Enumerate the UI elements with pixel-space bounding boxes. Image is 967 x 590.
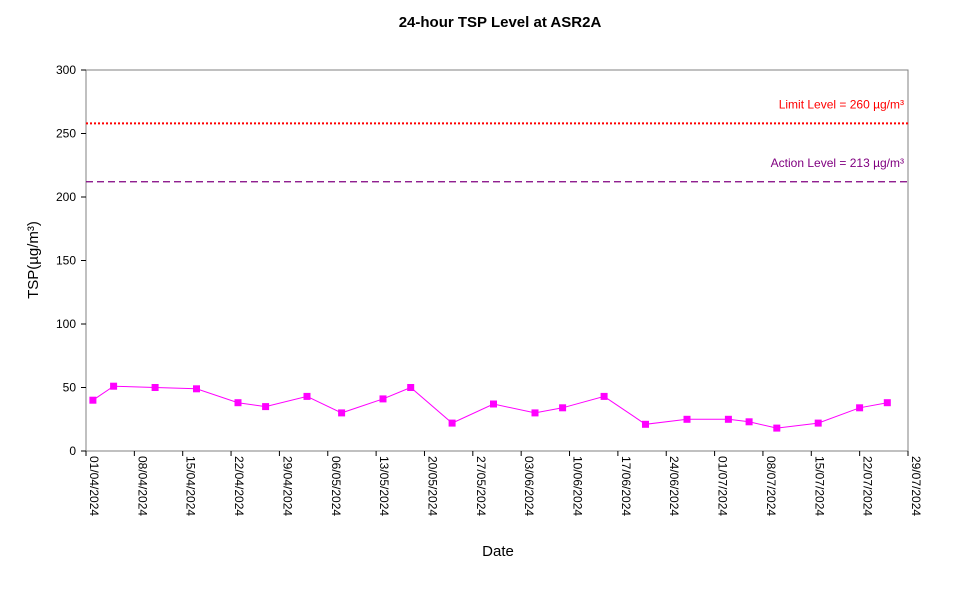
x-tick-label: 29/07/2024	[909, 456, 923, 516]
x-axis-title: Date	[482, 543, 514, 560]
x-tick-label: 06/05/2024	[329, 456, 343, 516]
y-tick-label: 100	[56, 317, 76, 331]
data-point	[262, 403, 270, 411]
data-point	[724, 415, 732, 423]
x-tick-label: 15/04/2024	[184, 456, 198, 516]
data-point	[856, 404, 864, 412]
data-point	[531, 409, 539, 417]
data-point	[490, 400, 497, 408]
x-tick-label: 29/04/2024	[280, 456, 294, 516]
data-point	[559, 404, 567, 412]
axes: 0 50 100 150 200 250 300 01/04/2024 08/04/2024 15…	[56, 63, 923, 516]
x-tick-label: 01/04/2024	[87, 456, 101, 516]
data-point	[683, 415, 691, 423]
x-tick-label: 10/06/2024	[571, 456, 585, 516]
data-point	[745, 418, 753, 426]
x-tick-label: 17/06/2024	[619, 456, 633, 516]
data-point	[89, 396, 97, 404]
y-tick-label: 300	[56, 63, 76, 77]
data-point	[600, 392, 608, 400]
data-point	[303, 392, 311, 400]
data-point	[773, 424, 781, 432]
x-tick-label: 08/07/2024	[764, 456, 778, 516]
data-point	[407, 384, 415, 391]
y-tick-label: 150	[56, 254, 76, 268]
data-point	[338, 409, 346, 417]
data-point	[151, 384, 159, 391]
data-point	[883, 399, 891, 407]
x-tick-label: 03/06/2024	[522, 456, 536, 516]
x-tick-label: 27/05/2024	[474, 456, 488, 516]
data-point	[448, 419, 456, 427]
plot-area	[85, 69, 909, 452]
data-point	[642, 420, 649, 428]
y-tick-label: 200	[56, 190, 76, 204]
y-tick-label: 250	[56, 127, 76, 141]
chart-title: 24-hour TSP Level at ASR2A	[399, 14, 602, 31]
data-point	[193, 385, 200, 393]
data-point	[379, 395, 387, 403]
data-series	[89, 382, 891, 432]
data-point	[234, 399, 242, 407]
reference-line-label: Action Level = 213 µg/m³	[771, 156, 904, 170]
y-tick-label: 0	[69, 444, 76, 458]
x-tick-label: 22/07/2024	[861, 456, 875, 516]
x-tick-label: 20/05/2024	[425, 456, 439, 516]
x-tick-label: 01/07/2024	[716, 456, 730, 516]
x-tick-label: 24/06/2024	[667, 456, 681, 516]
x-tick-label: 22/04/2024	[232, 456, 246, 516]
reference-line-label: Limit Level = 260 µg/m³	[779, 97, 904, 111]
x-tick-label: 15/07/2024	[812, 456, 826, 516]
x-tick-label: 13/05/2024	[377, 456, 391, 516]
y-axis-title: TSP(µg/m³)	[25, 221, 42, 299]
reference-lines: Limit Level = 260 µg/m³ Action Level = 21…	[86, 97, 908, 183]
data-point	[814, 419, 822, 427]
y-tick-label: 50	[63, 381, 77, 395]
x-tick-label: 08/04/2024	[135, 456, 149, 516]
data-point	[110, 382, 118, 390]
